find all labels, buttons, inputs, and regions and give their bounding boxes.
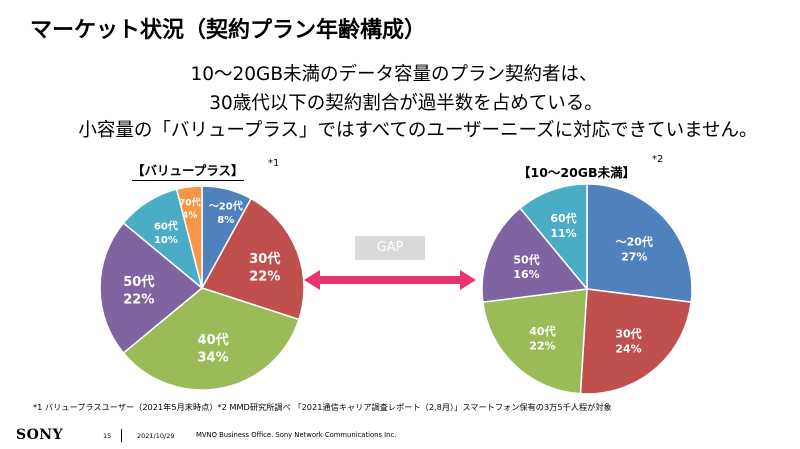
left-pie-chart: ～20代 8% 30代 22% 40代 34% 50代 22% 60代 10% 70代 4% [99, 185, 305, 391]
pie-slice-5 [175, 185, 203, 289]
subtitle-line-3: 小容量の「バリュープラス」ではすべてのユーザーニーズに対応できていません。 [78, 120, 758, 141]
subtitle-line-1: 10～20GB未満のデータ容量のプラン契約者は、 [190, 64, 598, 85]
pie-slice-3 [481, 207, 589, 303]
double-arrow-icon [304, 270, 476, 290]
slice-value-label: 22% [123, 293, 154, 308]
slice-value-label: 22% [529, 340, 555, 353]
slice-category-label: 30代 [615, 327, 641, 341]
sony-logo: SONY [16, 427, 64, 443]
footer-date: 2021/10/29 [137, 432, 175, 440]
slice-value-label: 34% [198, 351, 229, 366]
slice-value-label: 16% [513, 268, 539, 281]
footer-divider [121, 429, 122, 442]
slice-value-label: 8% [217, 215, 234, 226]
pie-slice-0 [586, 183, 693, 303]
footer-office: MVNO Business Office. Sony Network Commu… [196, 431, 397, 439]
page-number: 15 [103, 432, 112, 440]
slice-category-label: 60代 [154, 220, 178, 233]
slice-category-label: 60代 [550, 211, 576, 225]
slice-category-label: 50代 [513, 252, 539, 266]
footnote: *1 バリュープラスユーザー（2021年5月末時点）*2 MMD研究所調べ 「2… [33, 402, 612, 412]
right-chart-title: 【10～20GB未満】 [518, 165, 636, 180]
pie-slice-1 [579, 288, 693, 395]
left-chart-footnote-mark: *1 [268, 158, 280, 169]
gap-label: GAP [355, 236, 425, 260]
slice-value-label: 4% [182, 211, 197, 221]
slice-category-label: 70代 [179, 197, 201, 209]
subtitle-line-2: 30歳代以下の契約割合が過半数を占めている。 [209, 93, 603, 114]
footer: SONY 15 2021/10/29 MVNO Business Office.… [0, 422, 800, 449]
slice-category-label: 50代 [123, 274, 154, 290]
slice-value-label: 22% [249, 269, 280, 284]
pie-slice-3 [99, 221, 204, 355]
double-arrow-shape [304, 270, 476, 290]
page-title: マーケット状況（契約プラン年齢構成） [30, 18, 427, 43]
pie-slice-4 [519, 183, 588, 292]
pie-slice-1 [200, 197, 305, 321]
slice-category-label: 40代 [198, 332, 229, 348]
right-chart-footnote-mark: *2 [652, 154, 664, 165]
pie-slice-2 [122, 287, 300, 391]
left-chart-title: 【バリュープラス】 [132, 160, 244, 181]
slice-value-label: 24% [615, 342, 641, 355]
slice-category-label: ～20代 [209, 199, 243, 212]
pie-slice-2 [481, 288, 588, 395]
slice-value-label: 10% [154, 235, 178, 246]
slice-value-label: 11% [550, 227, 576, 240]
slice-value-label: 27% [621, 251, 647, 264]
slice-category-label: ～20代 [616, 235, 653, 249]
slice-category-label: 40代 [529, 324, 555, 338]
slice-category-label: 30代 [249, 251, 280, 267]
